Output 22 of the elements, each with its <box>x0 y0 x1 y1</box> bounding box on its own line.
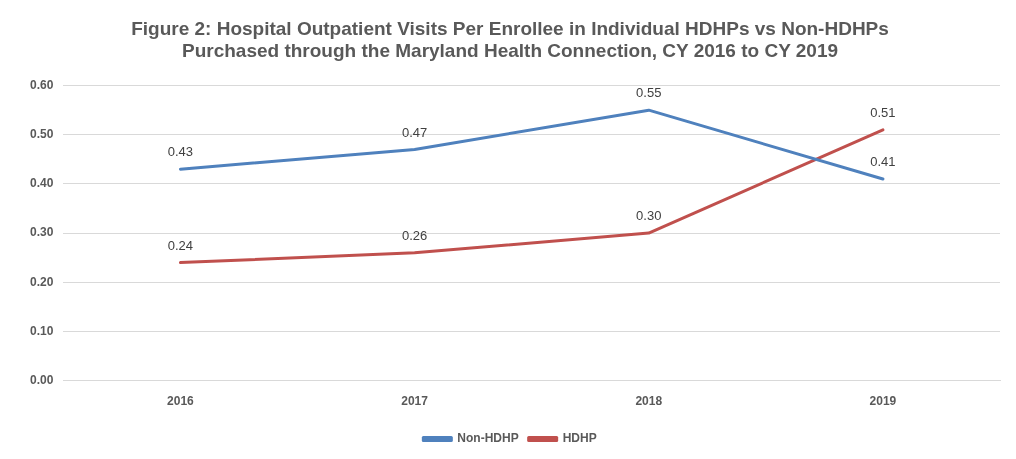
x-tick-label: 2016 <box>167 394 195 409</box>
data-label: 0.55 <box>636 85 662 101</box>
data-label: 0.30 <box>636 208 662 224</box>
y-tick-label: 0.20 <box>30 274 54 289</box>
data-label: 0.26 <box>401 227 428 243</box>
data-label: 0.41 <box>870 154 896 170</box>
y-tick-label: 0.00 <box>30 372 54 387</box>
x-tick-label: 2019 <box>869 394 897 409</box>
x-tick-label: 2018 <box>635 394 663 409</box>
x-tick-label: 2017 <box>401 394 429 409</box>
y-tick-label: 0.50 <box>30 127 54 142</box>
data-label: 0.24 <box>167 237 194 253</box>
data-label: 0.43 <box>167 144 194 160</box>
y-tick-label: 0.30 <box>30 225 54 240</box>
legend-label: Non-HDHP <box>457 431 519 446</box>
y-tick-label: 0.10 <box>30 323 54 338</box>
chart-title: Figure 2: Hospital Outpatient Visits Per Enrollee in Individual HDHPs vs Non-HDHPs Purchased through the Maryland Health Connection, CY 2016 to CY 2019 <box>131 17 889 62</box>
y-tick-label: 0.40 <box>30 176 54 191</box>
y-tick-label: 0.60 <box>30 77 54 92</box>
legend-label: HDHP <box>562 431 597 446</box>
data-label: 0.51 <box>870 104 896 120</box>
data-label: 0.47 <box>401 124 428 140</box>
